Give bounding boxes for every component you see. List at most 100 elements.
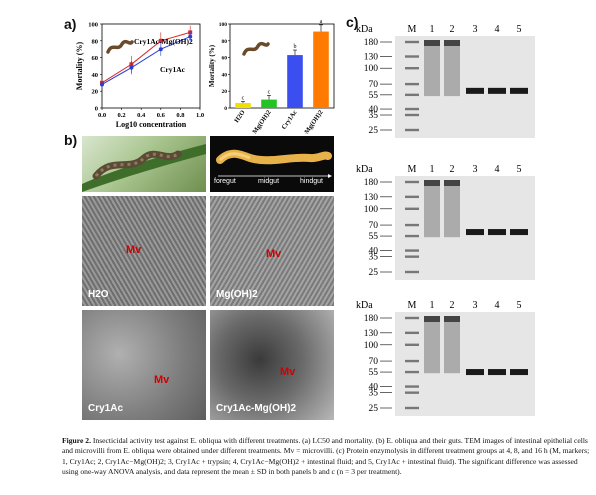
lane-label: M [408,164,417,175]
lane-label: 3 [473,300,478,311]
marker-band [405,370,419,374]
protein-band [510,229,528,236]
marker-band [405,316,419,320]
lane-label: 4 [495,300,500,311]
series-label: Cry1Ac [160,65,186,74]
panel-label-b: b) [64,132,78,148]
protein-band [444,180,460,186]
marker-band [405,82,419,86]
y-tick-label: 100 [219,22,228,28]
x-axis-label: Log10 concentration [116,120,187,129]
protein-band [488,229,506,236]
gut-illustration [216,149,332,178]
lane-label: 2 [450,300,455,311]
series-line [101,36,191,85]
marker-band [405,406,419,410]
marker-label: 25 [369,126,379,136]
protein-band [510,87,528,94]
marker-label: 25 [369,404,379,414]
bar [287,55,303,108]
tem-image-h2o: Mv H2O [82,196,206,306]
lane-label: 2 [450,164,455,175]
caterpillar-photo [82,136,206,192]
tem-label-mgoh2: Mg(OH)2 [216,289,258,300]
y-tick-label: 60 [92,55,99,62]
caterpillar-icon [106,39,134,54]
tem-image-cry1ac: Mv Cry1Ac [82,310,206,420]
marker-label: 180 [364,178,379,188]
tem-label-cry1ac: Cry1Ac [88,403,124,414]
protein-band [444,40,460,46]
x-tick-label: 0.0 [98,112,106,119]
protein-smear [444,40,460,97]
protein-smear [424,180,440,238]
marker-band [405,207,419,210]
marker-label: 130 [364,329,379,339]
marker-label: 35 [369,253,379,263]
panel-label-a: a) [64,16,77,32]
marker-band [405,113,419,117]
y-tick-label: 0 [224,106,227,112]
marker-label: 35 [369,389,379,399]
marker-label: 25 [369,268,379,278]
caption-figure-number: Figure 2. [62,436,91,445]
y-tick-label: 80 [222,39,228,45]
protein-band [488,369,506,376]
y-tick-label: 100 [88,22,98,29]
gel-background [395,312,535,416]
plot-frame [229,23,335,109]
protein-band [424,40,440,46]
marker-label: 55 [369,91,379,101]
marker-label: 55 [369,368,379,378]
protein-band [466,87,484,94]
y-tick-label: 0 [95,106,98,113]
marker-band [405,343,419,346]
marker-label: 100 [364,64,379,74]
microvilli-label: Mv [280,366,296,378]
marker-label: 70 [369,221,379,231]
category-label: Cry1Ac [280,109,298,131]
plot-frame [101,23,201,109]
marker-label: 40 [369,247,379,257]
marker-label: 40 [369,383,379,393]
panel-label-c: c) [346,14,359,30]
y-tick-label: 20 [92,89,99,96]
significance-letter: a [320,19,323,25]
marker-band [405,180,419,184]
series-label: Cry1Ac-Mg(OH)2 [134,37,193,46]
marker-band [405,385,419,388]
lc50-line-chart: 0 20 40 60 80 100 0.0 0.2 0.4 0.6 0.8 1.0 Log10 conc… [75,22,204,130]
microvilli-label: Mv [126,244,142,256]
lane-label: 5 [517,164,522,175]
marker-band [405,331,419,335]
bar [313,31,329,109]
mortality-bar-chart: 0 20 40 60 80 100 Mortality (%) c H2O c Mg(OH)2 b Cr… [208,19,335,134]
lane-label: 3 [473,24,478,35]
series-line [101,31,191,84]
y-axis-label: Mortality (%) [75,42,84,91]
caption-text: Insecticidal activity test against E. ob… [62,436,590,477]
lane-label: 3 [473,164,478,175]
marker-label: 130 [364,53,379,63]
x-tick-label: 0.4 [137,112,146,119]
figure-caption: Figure 2. Insecticidal activity test aga… [62,436,592,478]
marker-label: 180 [364,314,379,324]
kda-label: kDa [356,24,373,35]
marker-band [405,93,419,97]
marker-label: 35 [369,111,379,121]
marker-band [405,249,419,252]
y-tick-label: 40 [222,72,228,78]
protein-band [466,369,484,376]
significance-letter: b [294,44,297,50]
marker-label: 100 [364,205,379,215]
x-tick-label: 0.2 [118,112,126,119]
marker-label: 70 [369,357,379,367]
gut-photo: foregut midgut hindgut [210,136,334,192]
lane-label: M [408,300,417,311]
protein-band [424,180,440,186]
protein-smear [444,180,460,238]
lane-label: 1 [430,24,435,35]
protein-band [466,229,484,236]
marker-band [405,270,419,274]
significance-letter: c [242,95,245,101]
